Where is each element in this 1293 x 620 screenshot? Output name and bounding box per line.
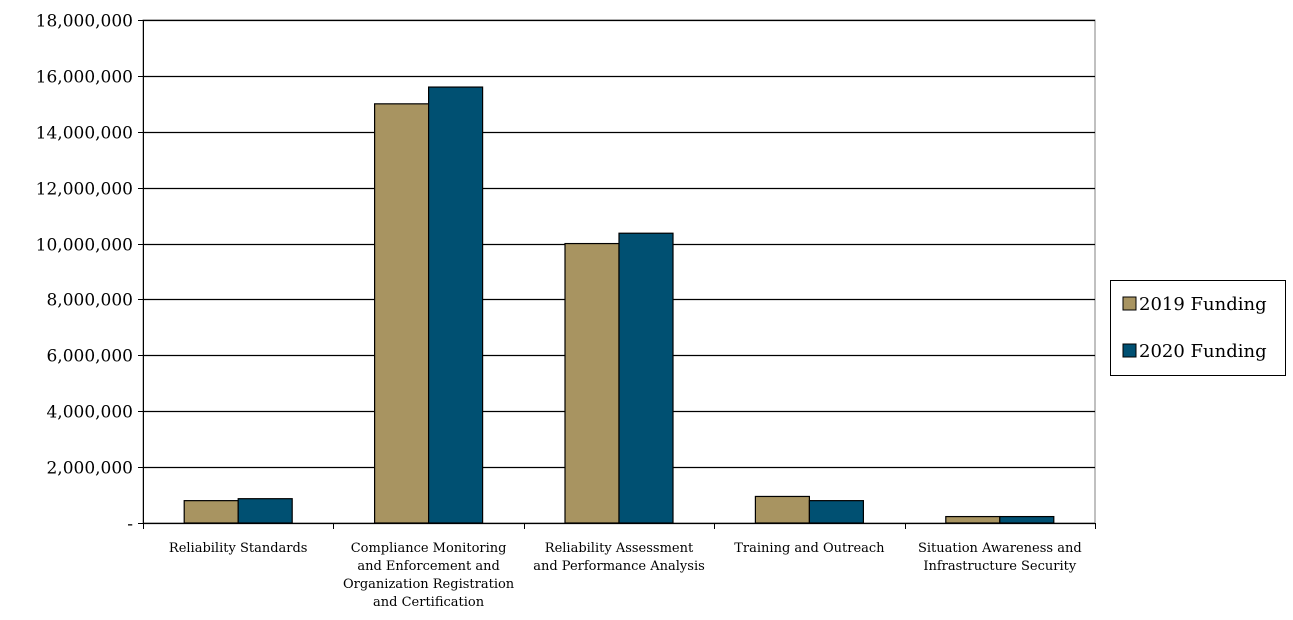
bars — [183, 86, 1055, 524]
x-tick-label: Situation Awareness and Infrastructure Se… — [918, 541, 1082, 574]
x-tick-label: Reliability Standards — [169, 541, 308, 556]
x-tick-label: Reliability Assessment and Performance An… — [533, 541, 705, 574]
bar-series-2 — [428, 86, 484, 524]
x-axis: Reliability Standards Compliance Monitori… — [143, 522, 1096, 610]
y-tick-label: 14,000,000 — [36, 124, 133, 144]
bar-series-1 — [183, 500, 239, 524]
legend-swatch — [1122, 296, 1137, 311]
bar-series-1 — [754, 495, 811, 524]
y-tick-label: - — [127, 515, 133, 535]
legend-box — [1110, 280, 1286, 376]
y-tick-label: 10,000,000 — [36, 236, 133, 256]
gridlines — [143, 19, 1095, 469]
bar-series-2 — [808, 500, 865, 524]
bar-series-2 — [237, 498, 293, 524]
y-tick-label: 16,000,000 — [36, 68, 133, 88]
bar-series-1 — [945, 515, 1001, 524]
bar-series-1 — [374, 103, 430, 524]
legend-label: 2020 Funding — [1139, 341, 1267, 362]
y-tick-label: 8,000,000 — [46, 291, 133, 311]
bar-series-1 — [564, 242, 620, 524]
y-tick-label: 6,000,000 — [46, 347, 133, 367]
y-tick-label: 2,000,000 — [46, 459, 133, 479]
y-axis: - 2,000,000 4,000,000 6,000,000 8,000,000 10,… — [36, 12, 144, 535]
legend: 2019 Funding 2020 Funding — [1110, 280, 1286, 376]
y-tick-label: 18,000,000 — [36, 12, 133, 32]
y-tick-label: 12,000,000 — [36, 180, 133, 200]
bar-series-2 — [999, 515, 1055, 524]
legend-label: 2019 Funding — [1139, 294, 1267, 315]
legend-swatch — [1122, 343, 1137, 358]
bar-series-2 — [618, 232, 674, 524]
x-tick-label: Training and Outreach — [734, 541, 885, 556]
x-tick-label: Compliance Monitoring and Enforcement and… — [343, 541, 515, 610]
y-tick-label: 4,000,000 — [46, 403, 133, 423]
